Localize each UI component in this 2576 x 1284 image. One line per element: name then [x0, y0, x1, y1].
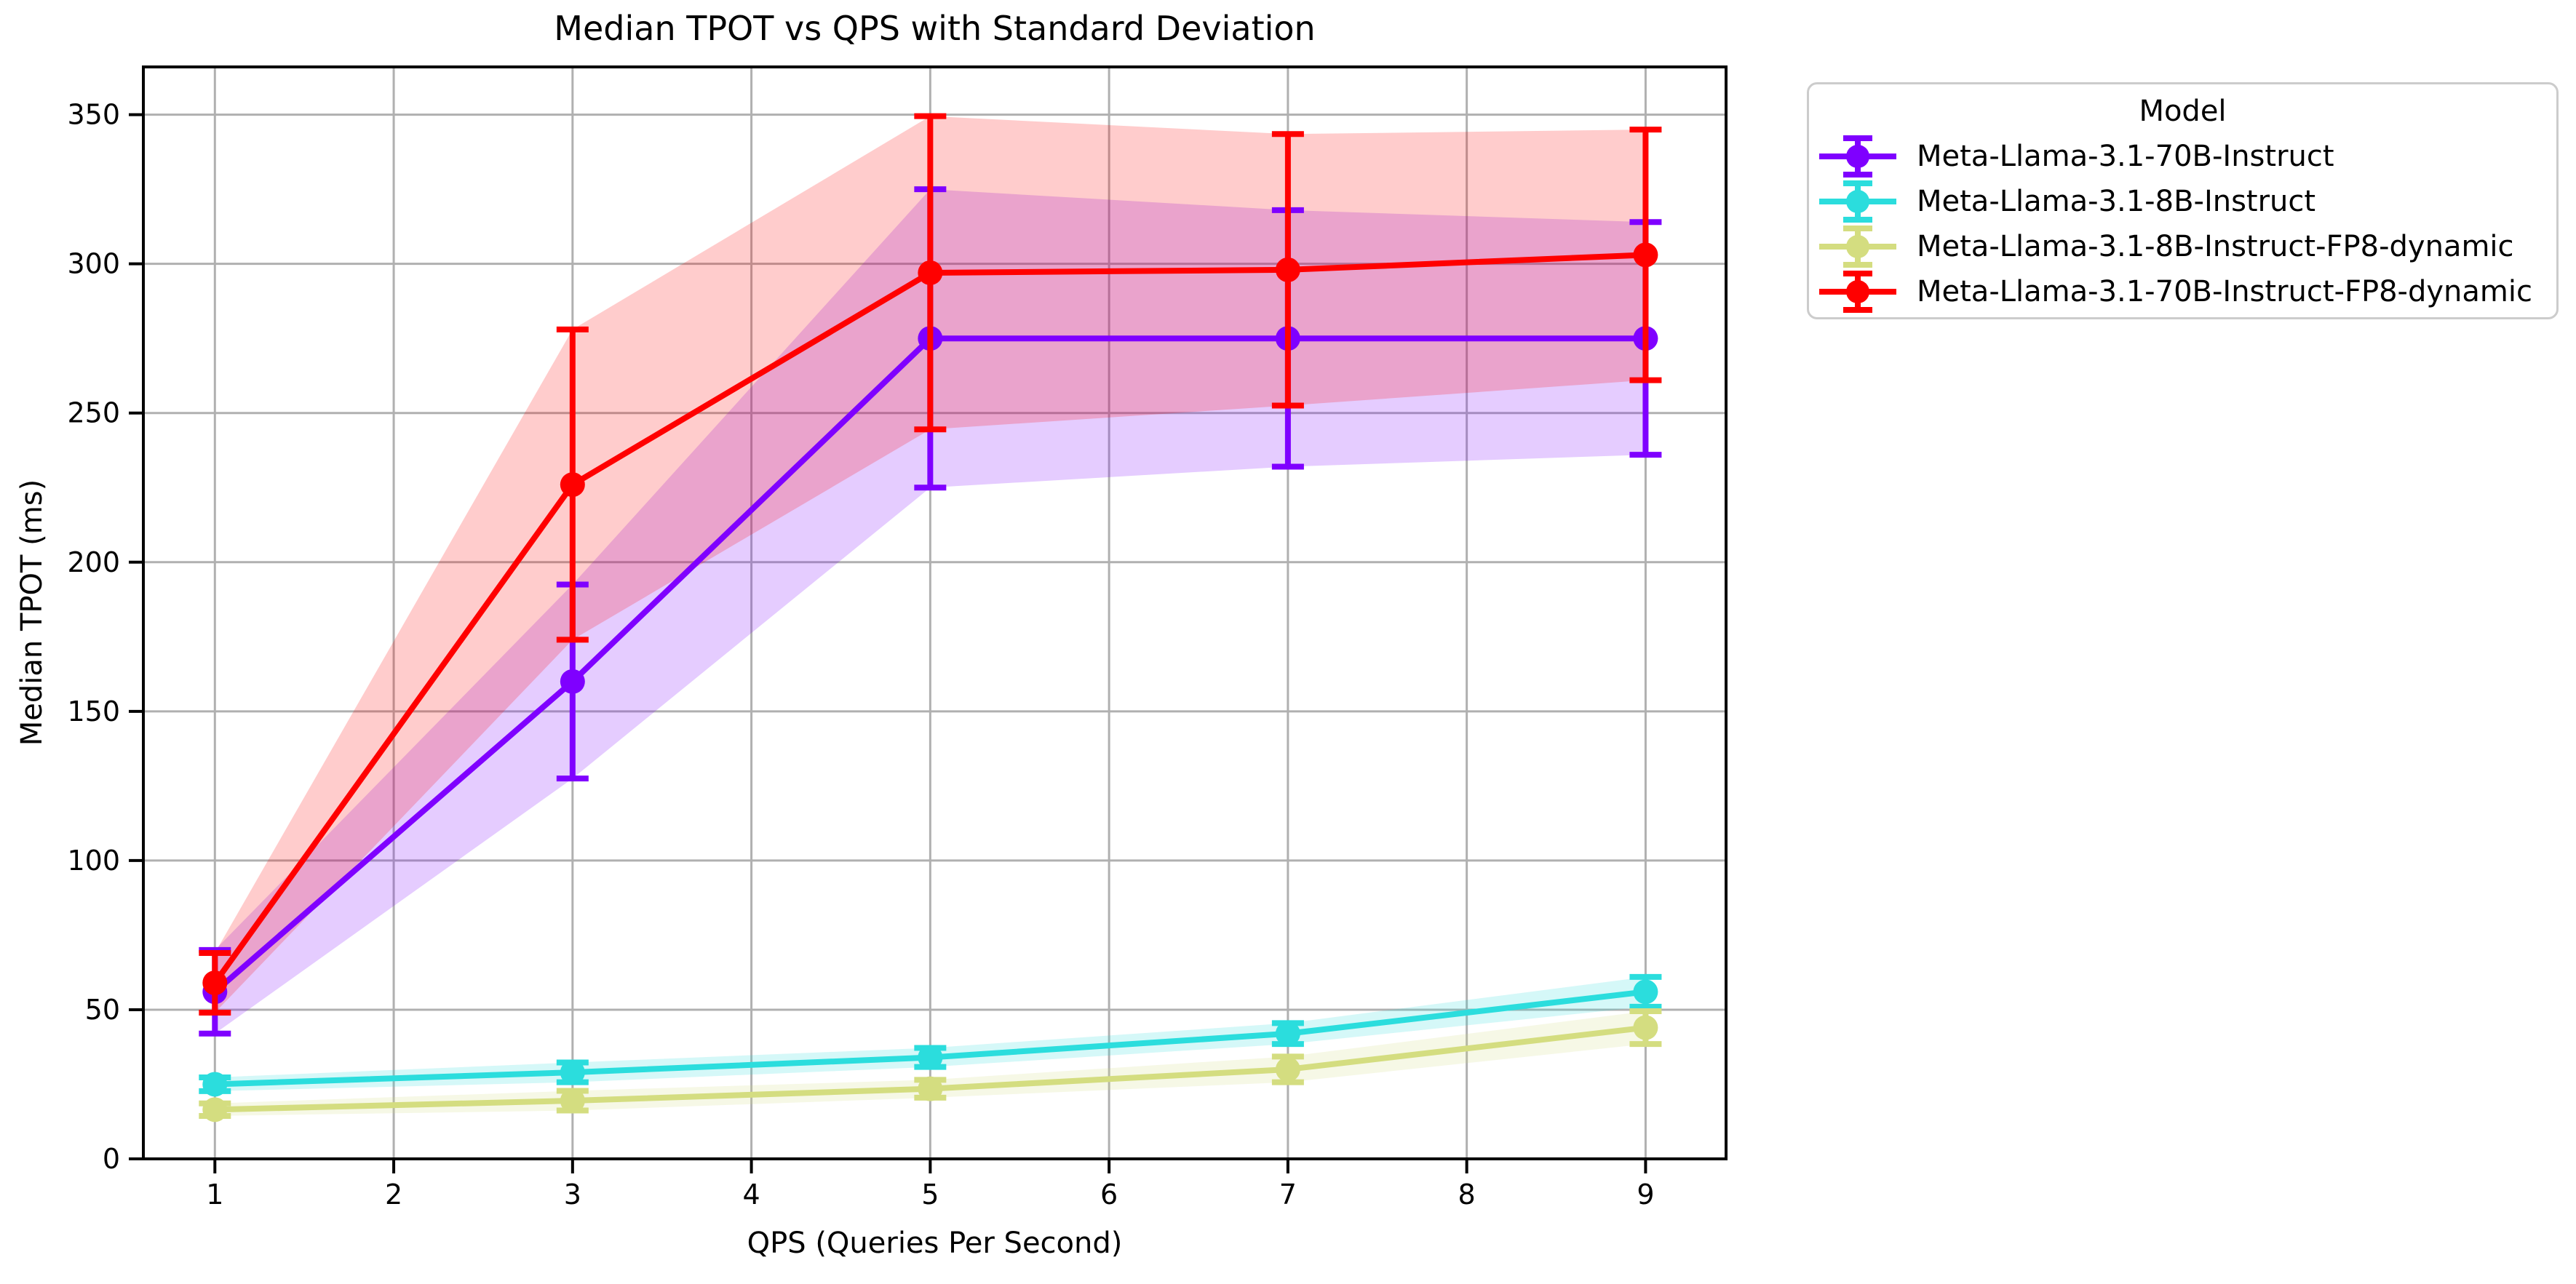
chart-title: Median TPOT vs QPS with Standard Deviati… — [554, 9, 1316, 48]
errorbar-marker-icon — [1819, 135, 1896, 178]
x-tick-label: 9 — [1637, 1179, 1654, 1211]
data-point-marker-3 — [560, 472, 585, 498]
legend-title: Model — [2139, 95, 2227, 128]
legend-item: Meta-Llama-3.1-8B-Instruct — [1818, 178, 2315, 225]
errorbar-marker-icon — [1819, 271, 1896, 313]
data-point-marker-2 — [202, 1097, 228, 1122]
data-point-marker-1 — [918, 1045, 943, 1070]
data-point-marker-2 — [918, 1076, 943, 1101]
errorbar-marker-icon — [1819, 226, 1896, 268]
y-tick-label: 300 — [67, 248, 120, 280]
data-point-marker-2 — [560, 1088, 585, 1114]
data-point-marker-1 — [1633, 979, 1658, 1005]
data-point-marker-1 — [1275, 1021, 1300, 1046]
legend-item-label: Meta-Llama-3.1-70B-Instruct-FP8-dynamic — [1917, 275, 2532, 308]
errorbar-marker-icon — [1819, 180, 1896, 223]
legend-item-label: Meta-Llama-3.1-8B-Instruct — [1917, 185, 2316, 218]
data-point-marker-3 — [202, 970, 228, 996]
legend-item: Meta-Llama-3.1-8B-Instruct-FP8-dynamic — [1818, 223, 2514, 270]
y-tick-label: 0 — [103, 1143, 120, 1175]
x-axis-label: QPS (Queries Per Second) — [747, 1227, 1123, 1260]
data-point-marker-2 — [1633, 1015, 1658, 1040]
y-tick-label: 50 — [85, 994, 120, 1026]
legend-item-label: Meta-Llama-3.1-70B-Instruct — [1917, 140, 2334, 173]
y-tick-label: 100 — [67, 845, 120, 877]
x-tick-label: 6 — [1100, 1179, 1118, 1211]
x-tick-label: 4 — [742, 1179, 760, 1211]
plot-border — [142, 65, 1728, 1160]
y-tick-label: 350 — [67, 99, 120, 131]
x-tick-label: 8 — [1458, 1179, 1476, 1211]
y-axis-label: Median TPOT (ms) — [15, 479, 49, 746]
data-point-marker-3 — [1275, 257, 1300, 282]
y-tick-label: 150 — [67, 695, 120, 727]
legend: Model Meta-Llama-3.1-70B-Instruct Meta-Ll… — [1807, 82, 2559, 319]
x-tick-label: 5 — [921, 1179, 939, 1211]
y-tick-label: 200 — [67, 546, 120, 578]
y-tick-label: 250 — [67, 397, 120, 429]
legend-item: Meta-Llama-3.1-70B-Instruct — [1818, 133, 2334, 180]
data-point-marker-3 — [1633, 242, 1658, 268]
data-point-marker-2 — [1275, 1056, 1300, 1082]
data-point-marker-3 — [918, 260, 943, 285]
data-point-marker-1 — [202, 1072, 228, 1097]
data-point-marker-0 — [560, 669, 585, 694]
x-tick-label: 1 — [206, 1179, 223, 1211]
x-tick-label: 2 — [385, 1179, 402, 1211]
x-tick-label: 3 — [564, 1179, 581, 1211]
x-tick-label: 7 — [1279, 1179, 1297, 1211]
legend-item: Meta-Llama-3.1-70B-Instruct-FP8-dynamic — [1818, 268, 2532, 315]
legend-item-label: Meta-Llama-3.1-8B-Instruct-FP8-dynamic — [1917, 230, 2514, 263]
data-point-marker-1 — [560, 1060, 585, 1085]
